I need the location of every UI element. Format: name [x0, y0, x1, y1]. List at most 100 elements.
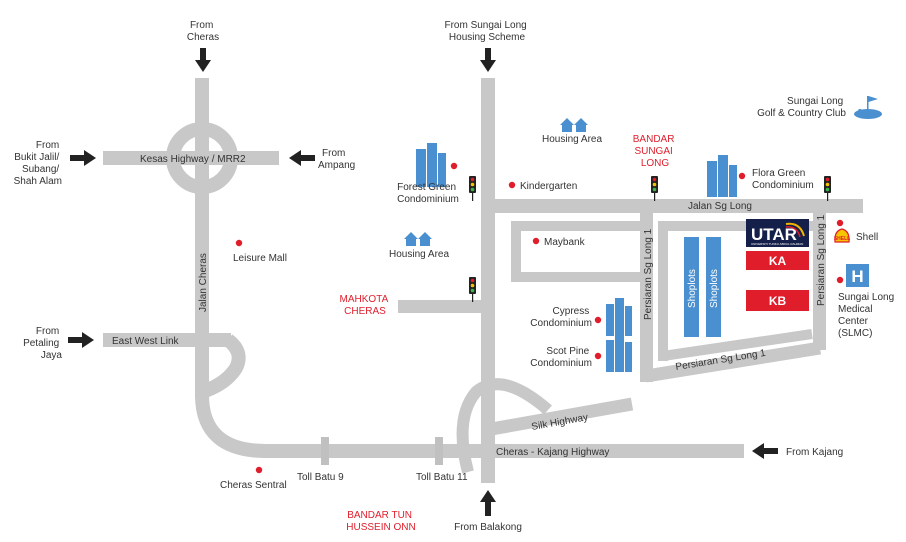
block-ka-label: KA: [769, 254, 787, 268]
road-persiaran-left: [640, 206, 653, 382]
road-jalan-cheras: [195, 78, 209, 398]
road-maybank-bottom: [511, 272, 644, 282]
label-from-kajang: From Kajang: [786, 447, 843, 458]
location-dots: [235, 162, 844, 474]
label-jalan-sg-long: Jalan Sg Long: [688, 201, 752, 212]
label-bsl-l2: SUNGAI: [634, 146, 672, 157]
house-icon-housing-left: [404, 232, 432, 246]
dot-leisure-mall: [235, 239, 243, 247]
label-jalan-cheras: Jalan Cheras: [198, 253, 209, 312]
road-silk-loop: [456, 378, 552, 474]
label-slmc: Sungai Long Medical Center (SLMC): [838, 292, 897, 339]
label-cypress-l1: Cypress: [553, 306, 590, 317]
dot-maybank: [532, 237, 540, 245]
traffic-light-icon: [651, 176, 658, 201]
building-icon-cypress: [606, 298, 632, 336]
label-from-bukit-jalil-l3: Subang/: [22, 164, 59, 175]
label-shoplots-b: Shoplots: [709, 269, 720, 308]
dot-kindergarten: [508, 181, 516, 189]
label-forest-green-l1: Forest Green: [397, 182, 456, 193]
label-toll-batu-11: Toll Batu 11: [416, 472, 468, 483]
label-scot-pine-l1: Scot Pine: [546, 346, 589, 357]
label-from-sungai-long: From Sungai Long Housing Scheme: [444, 20, 529, 43]
arrow-from-balakong: [480, 490, 496, 516]
label-flora-green-l1: Flora Green: [752, 168, 805, 179]
label-scot-pine: Scot Pine Condominium: [530, 346, 592, 369]
label-from-cheras-l1: From: [190, 20, 213, 31]
label-from-sungai-long-l2: Housing Scheme: [449, 32, 526, 43]
golf-flag-icon: [854, 96, 882, 119]
label-golf: Sungai Long Golf & Country Club: [757, 96, 846, 119]
label-from-bukit-jalil-l4: Shah Alam: [14, 176, 62, 187]
block-ka: KA: [746, 251, 809, 270]
road-jalan-sg-long: [488, 199, 863, 213]
label-cheras-sentral: Cheras Sentral: [220, 480, 287, 491]
utar-tagline: UNIVERSITI TUNKU ABDUL RAHMAN: [751, 242, 803, 246]
label-from-pj-l2: Petaling: [23, 338, 59, 349]
hospital-letter: H: [851, 267, 863, 286]
dot-flora-green: [738, 172, 746, 180]
label-from-bukit-jalil-l1: From: [36, 140, 59, 151]
traffic-light-icon: [469, 277, 476, 302]
label-shell: Shell: [856, 232, 878, 243]
label-btho-l1: BANDAR TUN: [347, 510, 412, 521]
direction-arrows: [68, 48, 778, 516]
arrow-from-sungai-long: [480, 48, 496, 72]
label-from-ampang-l1: From: [322, 148, 345, 159]
label-from-sungai-long-l1: From Sungai Long: [444, 20, 526, 31]
label-shoplots-a: Shoplots: [687, 269, 698, 308]
arrow-from-cheras: [195, 48, 211, 72]
label-scot-pine-l2: Condominium: [530, 358, 592, 369]
road-maybank-left: [511, 221, 521, 282]
road-persiaran-bottom: [644, 341, 822, 383]
house-icon-housing-top: [560, 118, 588, 132]
dot-cheras-sentral: [255, 466, 263, 474]
label-housing-left: Housing Area: [389, 249, 449, 260]
block-kb-label: KB: [769, 294, 787, 308]
label-from-pj-l1: From: [36, 326, 59, 337]
shell-logo-text: SHELL: [834, 236, 850, 242]
label-from-cheras-l2: Cheras: [187, 32, 219, 43]
dot-cypress: [594, 316, 602, 324]
roundabout: [166, 122, 238, 194]
traffic-light-icon: [824, 176, 831, 201]
label-toll-batu-9: Toll Batu 9: [297, 472, 344, 483]
label-kindergarten: Kindergarten: [520, 181, 577, 192]
label-from-pj-l3: Jaya: [41, 350, 63, 361]
arrow-from-kajang: [752, 443, 778, 459]
dot-shell: [836, 219, 844, 227]
road-maybank-top: [511, 221, 644, 231]
label-persiaran-left: Persiaran Sg Long 1: [643, 228, 654, 320]
road-east-west-link: [103, 333, 231, 347]
shoplots-blocks: Shoplots Shoplots: [684, 237, 721, 337]
toll-batu-11-bar: [435, 437, 443, 465]
label-from-bukit-jalil-l2: Bukit Jalil/: [14, 152, 59, 163]
label-kesas-highway: Kesas Highway / MRR2: [140, 154, 246, 165]
label-golf-l2: Golf & Country Club: [757, 108, 846, 119]
label-bandar-tun-hussein-onn: BANDAR TUN HUSSEIN ONN: [346, 510, 415, 533]
building-icon-flora-green: [707, 155, 737, 197]
arrow-from-petaling-jaya: [68, 332, 94, 348]
label-golf-l1: Sungai Long: [787, 96, 843, 107]
shoplot-block-b: [706, 237, 721, 337]
utar-logo: UTAR UNIVERSITI TUNKU ABDUL RAHMAN: [746, 219, 809, 247]
label-forest-green-l2: Condominium: [397, 194, 459, 205]
label-cypress-l2: Condominium: [530, 318, 592, 329]
label-from-bukit-jalil: From Bukit Jalil/ Subang/ Shah Alam: [14, 140, 62, 187]
building-icon-scot-pine: [606, 334, 632, 372]
label-from-ampang-l2: Ampang: [318, 160, 355, 171]
label-btho-l2: HUSSEIN ONN: [346, 522, 415, 533]
label-mahkota-l1: MAHKOTA: [340, 294, 389, 305]
label-leisure-mall: Leisure Mall: [233, 253, 287, 264]
arrow-from-ampang: [289, 150, 315, 166]
block-kb: KB: [746, 290, 809, 311]
road-silk-highway: [484, 397, 634, 437]
label-from-ampang: From Ampang: [318, 148, 355, 171]
label-from-balakong: From Balakong: [454, 522, 522, 533]
road-campus-top: [658, 221, 818, 231]
toll-batu-9-bar: [321, 437, 329, 465]
shell-logo-icon: SHELL: [834, 228, 850, 243]
road-campus-bottom: [662, 329, 813, 361]
